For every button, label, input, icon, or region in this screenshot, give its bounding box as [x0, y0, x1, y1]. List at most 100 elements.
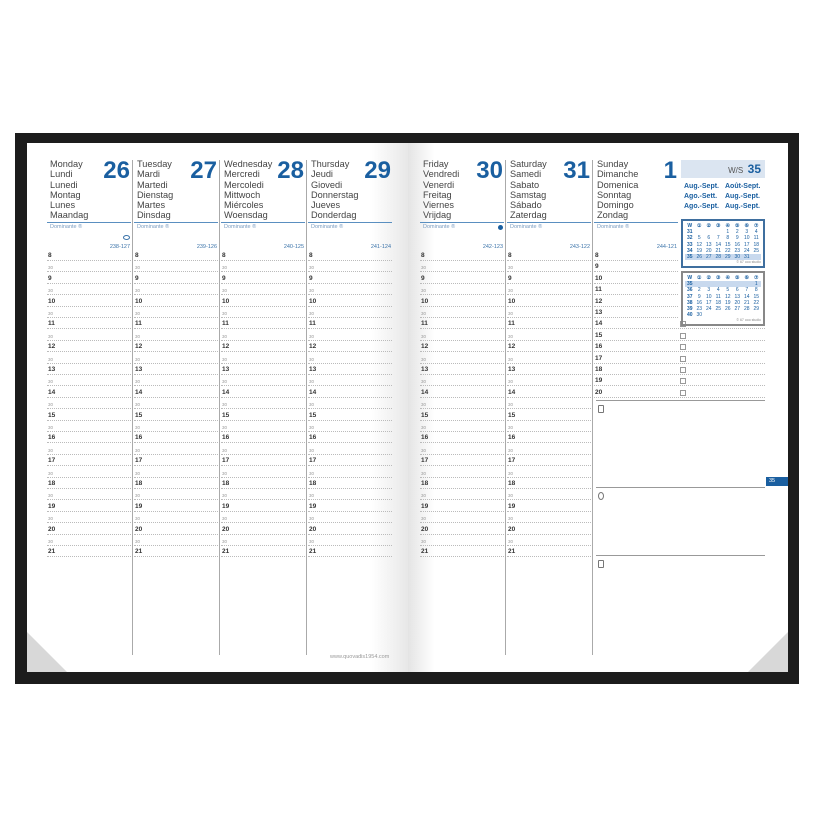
half-hour-row[interactable]: 30 — [420, 421, 504, 432]
half-hour-row[interactable]: 30 — [47, 444, 131, 455]
checkbox[interactable] — [680, 332, 686, 339]
notes-section[interactable] — [596, 555, 765, 655]
half-hour-row[interactable]: 30 — [47, 535, 131, 546]
checkbox[interactable] — [680, 378, 686, 385]
notes-section[interactable] — [596, 487, 765, 555]
half-hour-row[interactable]: 30 — [420, 512, 504, 524]
hour-row[interactable]: 12 — [134, 341, 218, 353]
hour-row[interactable]: 16 — [594, 341, 765, 353]
hour-row[interactable]: 8 — [47, 250, 131, 261]
hour-row[interactable]: 17 — [594, 353, 765, 364]
half-hour-row[interactable]: 30 — [221, 489, 305, 501]
hour-row[interactable]: 9 — [507, 273, 591, 284]
half-hour-row[interactable]: 30 — [507, 261, 591, 273]
half-hour-row[interactable]: 30 — [221, 284, 305, 296]
half-hour-row[interactable]: 30 — [134, 467, 218, 478]
hour-row[interactable]: 18 — [47, 478, 131, 489]
hour-row[interactable]: 20 — [134, 524, 218, 535]
checkbox[interactable] — [680, 367, 686, 373]
half-hour-row[interactable]: 30 — [507, 284, 591, 296]
hour-row[interactable]: 12 — [594, 296, 678, 307]
hour-row[interactable]: 14 — [507, 387, 591, 398]
hour-row[interactable]: 21 — [308, 546, 392, 558]
hour-row[interactable]: 20 — [594, 387, 765, 398]
hour-row[interactable]: 21 — [134, 546, 218, 558]
half-hour-row[interactable]: 30 — [308, 489, 392, 501]
hour-row[interactable]: 9 — [47, 273, 131, 284]
hour-row[interactable]: 11 — [308, 318, 392, 330]
notes-section[interactable] — [596, 400, 765, 487]
half-hour-row[interactable]: 30 — [308, 512, 392, 524]
half-hour-row[interactable]: 30 — [134, 284, 218, 296]
half-hour-row[interactable]: 30 — [134, 353, 218, 364]
hour-row[interactable]: 18 — [507, 478, 591, 489]
hour-row[interactable]: 19 — [134, 501, 218, 512]
half-hour-row[interactable]: 30 — [47, 353, 131, 364]
half-hour-row[interactable]: 30 — [308, 261, 392, 273]
half-hour-row[interactable]: 30 — [308, 284, 392, 296]
half-hour-row[interactable]: 30 — [47, 284, 131, 296]
hour-row[interactable]: 17 — [308, 455, 392, 467]
half-hour-row[interactable]: 30 — [47, 467, 131, 478]
hour-row[interactable]: 12 — [420, 341, 504, 353]
half-hour-row[interactable]: 30 — [420, 444, 504, 455]
hour-row[interactable]: 15 — [134, 410, 218, 421]
half-hour-row[interactable]: 30 — [507, 467, 591, 478]
hour-row[interactable]: 14 — [221, 387, 305, 398]
half-hour-row[interactable]: 30 — [134, 375, 218, 387]
half-hour-row[interactable]: 30 — [420, 375, 504, 387]
half-hour-row[interactable]: 30 — [221, 421, 305, 432]
half-hour-row[interactable]: 30 — [308, 535, 392, 546]
hour-row[interactable]: 11 — [507, 318, 591, 330]
half-hour-row[interactable]: 30 — [507, 512, 591, 524]
half-hour-row[interactable]: 30 — [420, 353, 504, 364]
hour-row[interactable]: 13 — [420, 364, 504, 375]
half-hour-row[interactable]: 30 — [308, 353, 392, 364]
hour-row[interactable]: 17 — [420, 455, 504, 467]
hour-row[interactable]: 13 — [594, 307, 678, 318]
half-hour-row[interactable]: 30 — [507, 535, 591, 546]
hour-row[interactable]: 11 — [134, 318, 218, 330]
hour-row[interactable]: 11 — [594, 284, 678, 296]
checkbox[interactable] — [680, 389, 686, 396]
hour-row[interactable]: 20 — [507, 524, 591, 535]
half-hour-row[interactable]: 30 — [47, 398, 131, 410]
hour-row[interactable]: 12 — [47, 341, 131, 353]
hour-row[interactable]: 11 — [420, 318, 504, 330]
hour-row[interactable]: 15 — [420, 410, 504, 421]
hour-row[interactable]: 15 — [47, 410, 131, 421]
half-hour-row[interactable]: 30 — [507, 307, 591, 318]
half-hour-row[interactable]: 30 — [134, 444, 218, 455]
hour-row[interactable]: 16 — [221, 432, 305, 444]
checkbox[interactable] — [680, 355, 686, 362]
hour-row[interactable]: 21 — [47, 546, 131, 558]
half-hour-row[interactable]: 30 — [134, 330, 218, 341]
half-hour-row[interactable]: 30 — [47, 512, 131, 524]
half-hour-row[interactable]: 30 — [47, 375, 131, 387]
hour-row[interactable]: 17 — [221, 455, 305, 467]
hour-row[interactable]: 16 — [507, 432, 591, 444]
half-hour-row[interactable]: 30 — [420, 489, 504, 501]
hour-row[interactable]: 19 — [420, 501, 504, 512]
half-hour-row[interactable]: 30 — [134, 261, 218, 273]
half-hour-row[interactable]: 30 — [221, 353, 305, 364]
half-hour-row[interactable]: 30 — [507, 489, 591, 501]
half-hour-row[interactable]: 30 — [221, 512, 305, 524]
half-hour-row[interactable]: 30 — [420, 307, 504, 318]
half-hour-row[interactable]: 30 — [221, 398, 305, 410]
half-hour-row[interactable]: 30 — [47, 307, 131, 318]
hour-row[interactable]: 15 — [594, 330, 765, 341]
hour-row[interactable]: 14 — [47, 387, 131, 398]
hour-row[interactable]: 11 — [221, 318, 305, 330]
hour-row[interactable]: 11 — [47, 318, 131, 330]
hour-row[interactable]: 17 — [47, 455, 131, 467]
hour-row[interactable]: 13 — [47, 364, 131, 375]
hour-row[interactable]: 12 — [221, 341, 305, 353]
half-hour-row[interactable]: 30 — [420, 535, 504, 546]
hour-row[interactable]: 20 — [308, 524, 392, 535]
hour-row[interactable]: 16 — [134, 432, 218, 444]
half-hour-row[interactable]: 30 — [134, 421, 218, 432]
hour-row[interactable]: 10 — [47, 296, 131, 307]
hour-row[interactable]: 20 — [47, 524, 131, 535]
half-hour-row[interactable]: 30 — [221, 375, 305, 387]
